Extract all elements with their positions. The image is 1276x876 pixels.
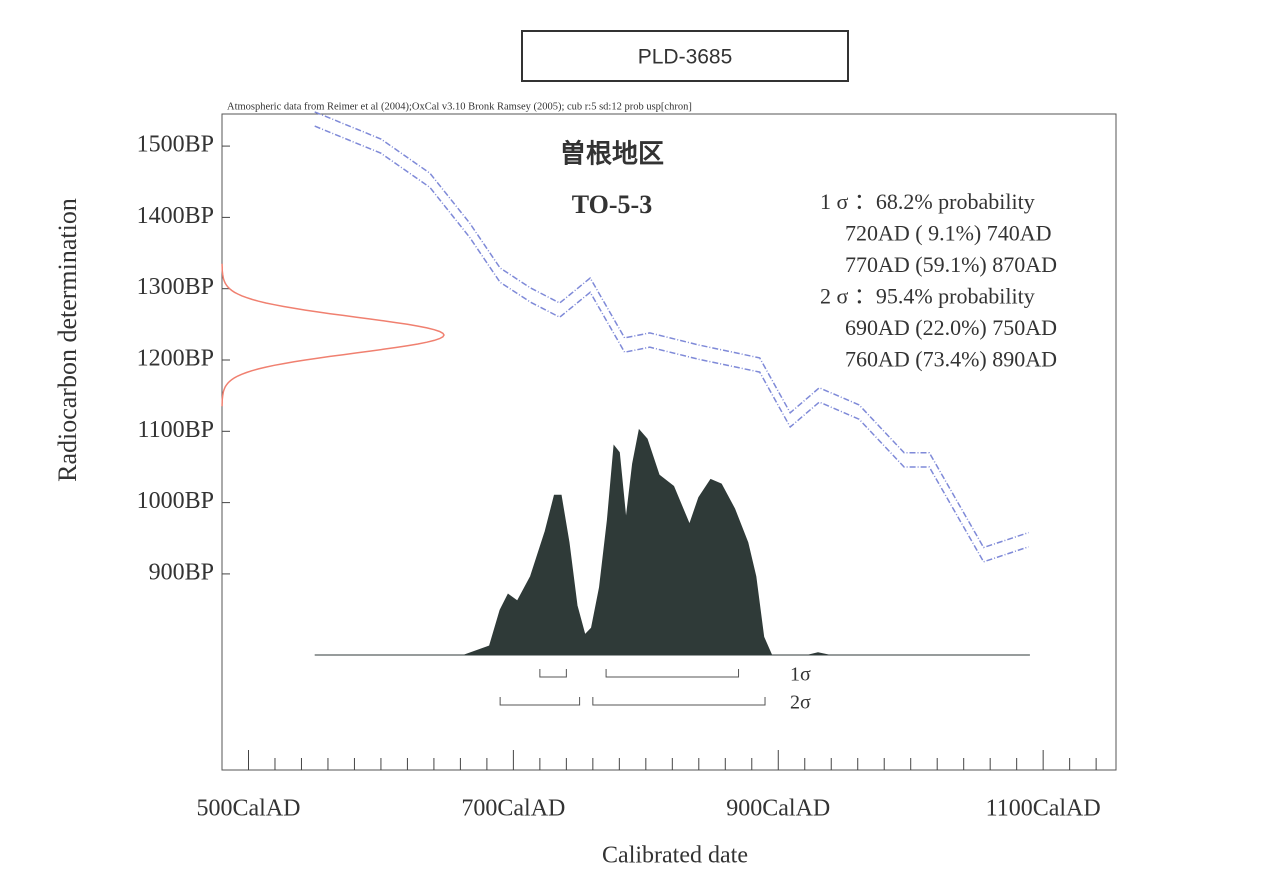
range-bracket (539, 669, 567, 678)
x-tick-label: 700CalAD (461, 796, 565, 822)
range-bracket (605, 669, 740, 678)
annotation: TO-5-3 (572, 190, 652, 219)
x-tick-label: 500CalAD (196, 796, 300, 822)
calibration-curve (314, 125, 1029, 563)
sigma-label: 1σ (790, 664, 811, 686)
y-tick-label: 900BP (149, 559, 214, 585)
calibration-curve (314, 111, 1029, 549)
subtitle: Atmospheric data from Reimer et al (2004… (227, 101, 692, 112)
y-tick-label: 1300BP (137, 274, 214, 300)
range-bracket (592, 697, 766, 706)
x-tick-label: 900CalAD (726, 796, 830, 822)
annotation: 曽根地区 (560, 139, 664, 170)
y-tick-label: 1200BP (137, 346, 214, 372)
y-axis-title: Radiocarbon determination (53, 198, 82, 482)
interval-label: 760AD (73.4%) 890AD (845, 347, 1057, 372)
interval-label: 720AD ( 9.1%) 740AD (845, 221, 1052, 246)
x-axis-title: Calibrated date (602, 843, 748, 869)
interval-label: 690AD (22.0%) 750AD (845, 315, 1057, 340)
interval-label: 770AD (59.1%) 870AD (845, 252, 1057, 277)
title-box (521, 30, 849, 82)
plot-frame (221, 113, 1117, 771)
chart-title: PLD-3685 (638, 46, 733, 69)
y-tick-label: 1100BP (138, 417, 214, 443)
sigma-summary: 2 σ ：95.4% probability (820, 284, 1035, 309)
y-tick-label: 1500BP (137, 132, 214, 158)
x-tick-label: 1100CalAD (986, 796, 1101, 822)
y-tick-label: 1000BP (137, 488, 214, 514)
probability-distribution (314, 428, 1030, 656)
sigma-summary: 1 σ ：68.2% probability (820, 189, 1035, 214)
y-tick-label: 1400BP (137, 203, 214, 229)
measurement-density (221, 263, 445, 407)
range-bracket (499, 697, 581, 706)
sigma-label: 2σ (790, 692, 811, 714)
